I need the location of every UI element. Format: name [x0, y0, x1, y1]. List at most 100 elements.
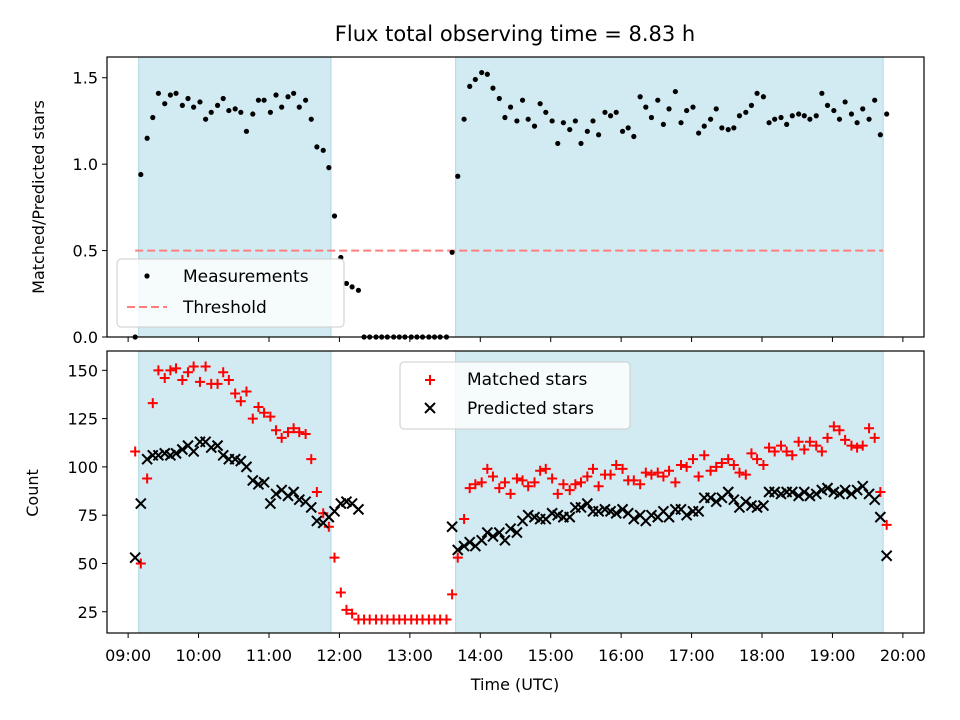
data-point: [155, 90, 162, 96]
data-point-matched: [552, 488, 563, 499]
data-point: [678, 120, 684, 126]
data-point-matched: [811, 440, 822, 451]
legend-box: [399, 361, 631, 430]
data-point-matched: [728, 459, 739, 470]
data-point: [748, 102, 755, 108]
data-point-matched: [517, 475, 528, 486]
data-point-matched: [711, 461, 722, 472]
data-point: [625, 125, 631, 131]
legend-marker-predicted: [424, 402, 436, 414]
x-axis-label: Time (UTC): [470, 675, 559, 694]
data-point-matched: [752, 454, 763, 465]
data-point: [167, 92, 173, 98]
data-point: [567, 126, 573, 133]
data-point: [490, 85, 496, 91]
data-point: [877, 132, 883, 138]
y-axis-label-bottom: Count: [23, 469, 42, 517]
data-point-matched: [482, 463, 493, 474]
data-point: [273, 92, 279, 98]
data-point-matched: [652, 467, 663, 478]
series-measurements: [132, 69, 890, 340]
data-point: [824, 102, 831, 108]
data-point-matched: [593, 481, 604, 492]
data-point-predicted: [504, 522, 517, 535]
data-point-predicted: [874, 511, 887, 523]
data-point-predicted: [722, 486, 734, 498]
data-point-matched: [570, 479, 581, 490]
data-point-matched: [746, 448, 757, 459]
data-point-predicted: [804, 490, 816, 502]
data-point: [884, 111, 890, 117]
data-point-predicted: [704, 492, 717, 504]
data-point: [303, 97, 309, 103]
data-point: [707, 116, 714, 122]
data-point: [555, 140, 561, 147]
data-point-matched: [781, 446, 792, 457]
series-matched-stars: [130, 361, 892, 625]
data-point-predicted: [511, 526, 523, 539]
data-point-predicted: [757, 499, 770, 512]
data-point-matched: [587, 463, 598, 474]
data-point-matched: [241, 386, 252, 397]
data-point-matched: [223, 374, 234, 385]
data-point-matched: [142, 473, 153, 484]
data-point-matched: [723, 454, 734, 465]
data-point-matched: [787, 450, 798, 461]
data-point-predicted: [798, 486, 810, 498]
data-point: [150, 114, 156, 121]
data-point-matched: [740, 469, 751, 480]
data-point-matched: [664, 465, 675, 476]
data-point: [525, 116, 531, 122]
data-point-predicted: [845, 488, 858, 500]
data-point-predicted: [821, 482, 834, 494]
data-point-matched: [171, 363, 182, 374]
data-point-predicted: [680, 509, 693, 521]
data-point-matched: [447, 589, 458, 600]
data-point: [255, 97, 262, 103]
data-point-predicted: [452, 544, 464, 556]
x-tick-label: 15:00: [528, 646, 574, 665]
data-point: [343, 280, 350, 287]
data-point: [831, 107, 837, 114]
data-point: [220, 95, 226, 102]
data-point-predicted: [258, 476, 270, 489]
data-point-matched: [511, 473, 522, 484]
data-point-matched: [564, 485, 575, 496]
data-point-matched: [816, 446, 827, 457]
data-point-predicted: [264, 497, 277, 510]
data-point-matched: [617, 463, 628, 474]
data-point-matched: [693, 471, 704, 482]
data-point-predicted: [839, 484, 851, 496]
data-point: [696, 130, 702, 136]
data-point: [507, 104, 514, 110]
data-point-predicted: [833, 488, 846, 500]
data-point-predicted: [810, 488, 822, 500]
data-point: [203, 116, 209, 122]
data-point: [619, 128, 626, 134]
data-point-matched: [628, 475, 639, 486]
data-point-matched: [441, 614, 452, 625]
data-point: [285, 94, 291, 100]
data-point-predicted: [141, 453, 153, 465]
data-point: [842, 99, 848, 105]
data-point-predicted: [176, 443, 189, 456]
data-point-predicted: [499, 534, 511, 546]
data-point: [719, 125, 725, 131]
x-tick-label: 13:00: [387, 646, 433, 665]
data-point-matched: [452, 552, 463, 563]
data-point: [279, 104, 285, 110]
data-point-matched: [529, 477, 540, 488]
y-tick-label: 50: [78, 554, 98, 573]
data-point: [308, 116, 314, 122]
data-point-predicted: [293, 494, 305, 506]
data-point: [602, 109, 608, 115]
data-point: [760, 94, 767, 100]
data-point-matched: [611, 459, 622, 470]
data-point-matched: [875, 487, 886, 497]
x-tick-label: 16:00: [598, 646, 644, 665]
data-point-matched: [687, 454, 698, 465]
data-point-predicted: [152, 449, 165, 462]
data-point-matched: [523, 481, 534, 492]
data-point: [549, 118, 555, 124]
